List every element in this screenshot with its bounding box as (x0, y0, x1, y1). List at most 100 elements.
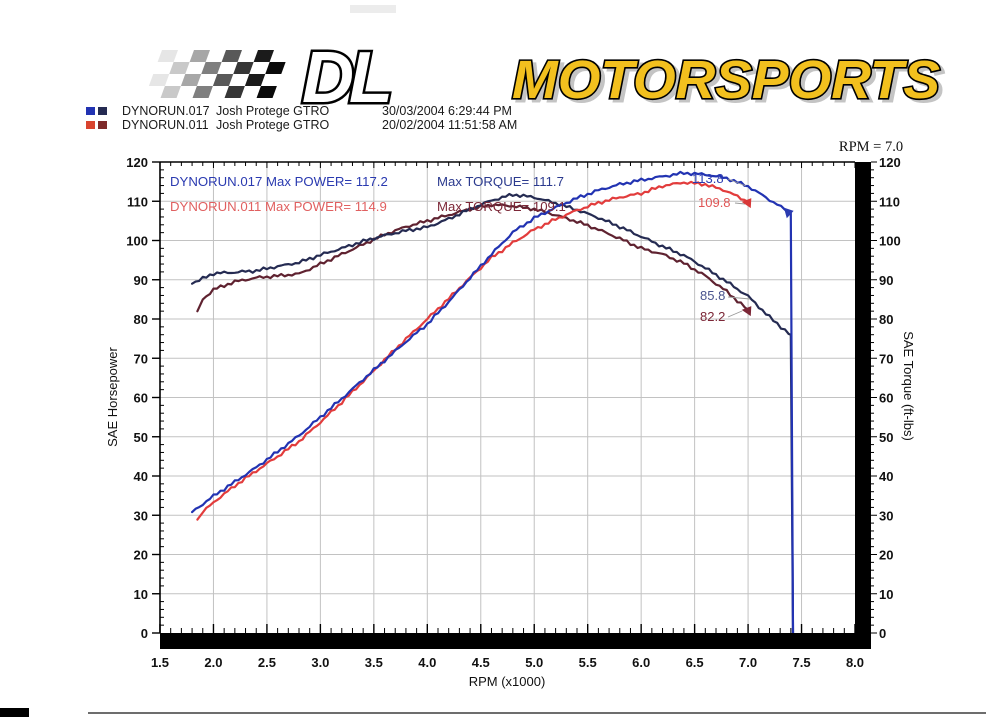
annotation-max-power-011: DYNORUN.011 Max POWER= 114.9 (170, 199, 387, 214)
flag-square (244, 74, 266, 86)
flag-square (169, 62, 190, 74)
flag-square (189, 50, 210, 62)
cursor-rpm-label: RPM = 7.0 (839, 139, 903, 155)
y-axis-label-left: SAE Horsepower (105, 346, 120, 446)
flag-square (256, 86, 277, 98)
x-tick-label: 3.5 (365, 655, 383, 670)
legend-run-name: DYNORUN.017 (122, 103, 210, 118)
x-tick-label: 2.5 (258, 655, 276, 670)
x-tick-label: 6.0 (632, 655, 650, 670)
y-tick-label-right: 20 (879, 548, 893, 563)
torque-color-swatch-011 (98, 120, 107, 129)
dl-motorsports-logo: DL MOTORSPORTS MOTORSPORTS (148, 40, 946, 112)
tick-labels: 1.5 2.0 2.5 3.0 3.5 4.0 4.5 5.0 5.5 6.0 6.5 7.0 7.5 8… (126, 155, 900, 670)
flag-square (157, 50, 178, 62)
y-tick-label-left: 40 (134, 469, 148, 484)
callout-torque-017: 85.8 (700, 288, 725, 303)
y-tick-label-left: 30 (134, 508, 148, 523)
x-tick-label: 5.5 (579, 655, 597, 670)
flag-square (212, 74, 234, 86)
flag-square (221, 50, 242, 62)
y-axis-right-bar (855, 162, 871, 649)
flag-square (224, 86, 245, 98)
x-axis-bar (160, 633, 871, 649)
x-axis-label: RPM (x1000) (469, 674, 546, 689)
y-tick-label-left: 10 (134, 587, 148, 602)
power_011-curve (196, 180, 750, 521)
scan-bottom-rule (88, 712, 986, 714)
flag-square (201, 62, 222, 74)
x-tick-label: 6.5 (686, 655, 704, 670)
callout-power-017: 113.8 (692, 171, 724, 186)
y-tick-label-right: 80 (879, 312, 893, 327)
y-tick-label-right: 10 (879, 587, 893, 602)
y-tick-label-left: 20 (134, 548, 148, 563)
y-tick-label-right: 40 (879, 469, 893, 484)
y-tick-label-right: 60 (879, 391, 893, 406)
flag-square (192, 86, 213, 98)
y-tick-label-right: 30 (879, 508, 893, 523)
y-tick-label-right: 90 (879, 273, 893, 288)
torque_017-curve (191, 192, 795, 635)
y-tick-label-left: 0 (141, 626, 148, 641)
curve-end-markers (741, 198, 794, 317)
y-tick-label-left: 110 (127, 194, 148, 209)
flag-square (253, 50, 274, 62)
y-tick-label-right: 120 (879, 155, 901, 170)
y-tick-label-left: 90 (134, 273, 148, 288)
x-tick-label: 2.0 (204, 655, 222, 670)
logo-text-motorsports-shadow: MOTORSPORTS (516, 53, 944, 112)
chart-grid (160, 162, 855, 633)
logo-text-dl: DL (302, 40, 389, 112)
callout-leader-lines (727, 178, 751, 318)
legend-datetime: 20/02/2004 11:51:58 AM (382, 117, 518, 132)
chart-axes (152, 161, 877, 649)
scan-smudge-top (350, 5, 396, 13)
x-tick-label: 7.0 (739, 655, 757, 670)
x-tick-label: 5.0 (525, 655, 543, 670)
y-tick-label-left: 50 (134, 430, 148, 445)
callout-power-011: 109.8 (698, 195, 731, 210)
legend-swatches-011 (86, 120, 108, 129)
annotation-max-torque-011: Max TORQUE= 109.1 (437, 199, 566, 214)
legend-row-017: DYNORUN.017 Josh Protege GTRO 30/03/2004… (86, 103, 517, 118)
run-end-marker (741, 198, 752, 209)
y-tick-label-left: 80 (134, 312, 148, 327)
y-tick-label-left: 60 (134, 391, 148, 406)
legend-row-011: DYNORUN.011 Josh Protege GTRO 20/02/2004… (86, 117, 518, 132)
leader-109-8 (734, 202, 746, 205)
flag-square (180, 74, 202, 86)
y-tick-label-left: 120 (126, 155, 148, 170)
scan-black-corner (0, 708, 29, 717)
dyno-curves (191, 170, 795, 635)
leader-113-8 (727, 178, 747, 187)
run-end-marker (741, 306, 752, 317)
x-tick-label: 4.0 (418, 655, 436, 670)
y-tick-label-left: 100 (126, 234, 148, 249)
legend-swatches-017 (86, 106, 108, 115)
y-tick-label-right: 50 (879, 430, 893, 445)
y-tick-label-right: 0 (879, 626, 886, 641)
y-tick-label-left: 70 (134, 351, 148, 366)
torque_011-curve (196, 203, 750, 313)
y-tick-label-right: 100 (879, 234, 901, 249)
x-tick-label: 4.5 (472, 655, 490, 670)
run-end-marker (783, 207, 794, 219)
legend-vehicle: Josh Protege GTRO (216, 103, 330, 118)
flag-square (233, 62, 254, 74)
leader-85-8 (727, 296, 751, 300)
callout-torque-011: 82.2 (700, 309, 725, 324)
power-color-swatch-011 (86, 120, 95, 129)
legend-datetime: 30/03/2004 6:29:44 PM (382, 103, 512, 118)
x-tick-label: 7.5 (792, 655, 810, 670)
flag-square (148, 74, 170, 86)
legend-vehicle: Josh Protege GTRO (216, 117, 330, 132)
flag-square (265, 62, 286, 74)
legend-run-name: DYNORUN.011 (122, 117, 209, 132)
dyno-legend: DYNORUN.017 Josh Protege GTRO 30/03/2004… (86, 104, 517, 132)
leader-82-2 (727, 310, 743, 318)
torque-color-swatch-017 (98, 106, 107, 115)
x-tick-label: 3.0 (311, 655, 329, 670)
power_017-curve (191, 170, 795, 635)
